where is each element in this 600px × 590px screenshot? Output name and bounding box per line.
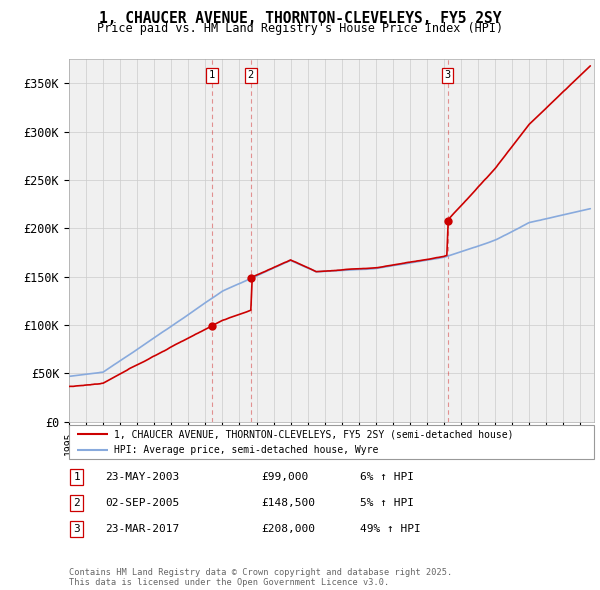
Text: 2: 2 (73, 498, 80, 507)
Text: £99,000: £99,000 (261, 472, 308, 481)
Text: 02-SEP-2005: 02-SEP-2005 (105, 498, 179, 507)
Text: 1: 1 (73, 472, 80, 481)
Text: Contains HM Land Registry data © Crown copyright and database right 2025.
This d: Contains HM Land Registry data © Crown c… (69, 568, 452, 587)
Text: 6% ↑ HPI: 6% ↑ HPI (360, 472, 414, 481)
Text: HPI: Average price, semi-detached house, Wyre: HPI: Average price, semi-detached house,… (113, 445, 378, 455)
Text: 23-MAY-2003: 23-MAY-2003 (105, 472, 179, 481)
Text: 3: 3 (73, 524, 80, 533)
Text: 2: 2 (248, 70, 254, 80)
Text: 23-MAR-2017: 23-MAR-2017 (105, 524, 179, 533)
Text: £148,500: £148,500 (261, 498, 315, 507)
Text: 1, CHAUCER AVENUE, THORNTON-CLEVELEYS, FY5 2SY (semi-detached house): 1, CHAUCER AVENUE, THORNTON-CLEVELEYS, F… (113, 429, 513, 439)
FancyBboxPatch shape (69, 425, 594, 459)
Text: £208,000: £208,000 (261, 524, 315, 533)
Text: 3: 3 (445, 70, 451, 80)
Text: Price paid vs. HM Land Registry's House Price Index (HPI): Price paid vs. HM Land Registry's House … (97, 22, 503, 35)
Text: 1: 1 (209, 70, 215, 80)
Text: 1, CHAUCER AVENUE, THORNTON-CLEVELEYS, FY5 2SY: 1, CHAUCER AVENUE, THORNTON-CLEVELEYS, F… (99, 11, 501, 25)
Text: 49% ↑ HPI: 49% ↑ HPI (360, 524, 421, 533)
Text: 5% ↑ HPI: 5% ↑ HPI (360, 498, 414, 507)
